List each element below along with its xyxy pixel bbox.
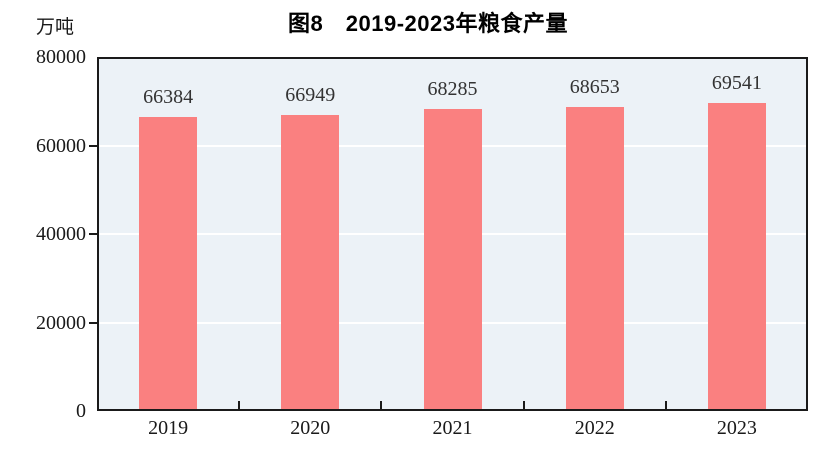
- plot-area: 66384 66949 68285 68653 69541: [97, 57, 808, 411]
- x-axis-tick: [238, 401, 241, 409]
- bar-value-label: 68653: [569, 76, 620, 99]
- bar-2021: [423, 108, 482, 411]
- y-axis-tick-label: 80000: [36, 46, 86, 68]
- y-axis-tick-label: 0: [76, 400, 86, 422]
- x-axis-tick: [522, 401, 525, 409]
- x-axis-tick-label: 2022: [574, 417, 615, 439]
- x-axis-tick-label: 2021: [432, 417, 473, 439]
- y-axis-tick-label: 20000: [36, 311, 86, 334]
- bar-2023: [707, 103, 766, 411]
- y-axis-tick: [89, 321, 97, 324]
- y-axis-tick-label: 60000: [36, 134, 86, 157]
- x-axis-tick: [380, 401, 383, 409]
- chart-title: 图8 2019-2023年粮食产量: [288, 11, 568, 36]
- x-axis-tick-label: 2019: [148, 417, 189, 439]
- y-axis-tick: [89, 233, 97, 235]
- bar-value-label: 69541: [711, 72, 762, 95]
- bar-value-label: 68285: [427, 77, 478, 100]
- x-axis-tick: [664, 401, 667, 409]
- bar-2020: [281, 114, 340, 411]
- y-axis-unit-label: 万吨: [36, 17, 75, 38]
- y-axis-tick-label: 40000: [36, 223, 86, 245]
- bar-2019: [139, 117, 198, 411]
- x-axis-tick-label: 2023: [716, 417, 757, 439]
- bar-value-label: 66949: [285, 83, 336, 106]
- bar-2022: [565, 107, 624, 411]
- y-axis-tick: [89, 144, 97, 147]
- bar-value-label: 66384: [143, 86, 194, 109]
- x-axis-tick-label: 2020: [290, 417, 331, 439]
